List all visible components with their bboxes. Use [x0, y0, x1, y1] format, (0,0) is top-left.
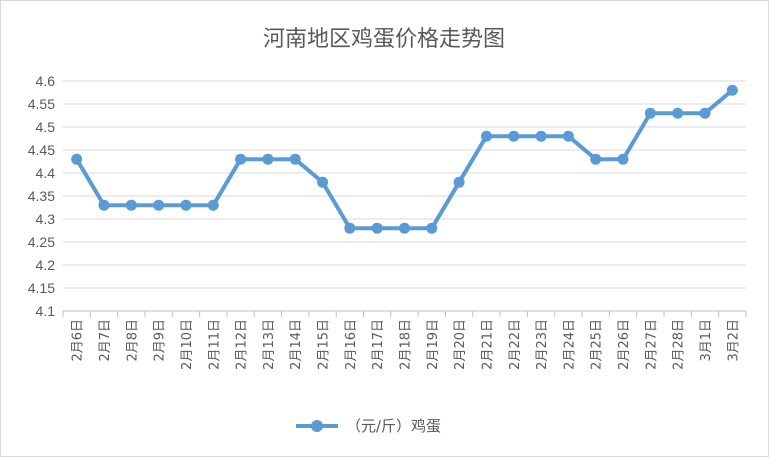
legend-label: （元/斤）鸡蛋 [346, 417, 441, 435]
y-tick-label: 4.25 [28, 234, 55, 250]
y-tick-label: 4.45 [28, 142, 55, 158]
x-tick-label: 2月17日 [371, 319, 386, 370]
x-tick-label: 2月18日 [399, 319, 414, 370]
x-tick-label: 2月28日 [672, 319, 687, 370]
x-tick-label: 2月25日 [590, 319, 605, 370]
y-tick-label: 4.5 [36, 119, 56, 135]
chart-title: 河南地区鸡蛋价格走势图 [263, 27, 505, 52]
data-point[interactable] [726, 84, 738, 96]
x-tick-label: 2月7日 [98, 319, 113, 362]
data-point[interactable] [207, 199, 219, 211]
y-tick-label: 4.4 [36, 165, 56, 181]
data-point[interactable] [180, 199, 192, 211]
x-axis-ticks: 2月6日 2月7日 2月8日 2月9日 2月10日 2月11日 2月12日 2月13日 2月14… [62, 311, 747, 370]
x-tick-label: 2月26日 [617, 319, 632, 370]
y-tick-label: 4.1 [36, 303, 56, 319]
x-tick-label: 2月8日 [125, 319, 140, 362]
x-tick-label: 2月22日 [508, 319, 523, 370]
x-tick-label: 2月27日 [644, 319, 659, 370]
x-tick-label: 2月16日 [344, 319, 359, 370]
data-point[interactable] [153, 199, 165, 211]
data-point[interactable] [399, 222, 410, 234]
data-point[interactable] [289, 153, 301, 165]
x-tick-label: 2月24日 [562, 319, 577, 370]
x-tick-label: 2月9日 [153, 319, 168, 362]
x-tick-label: 2月10日 [180, 319, 195, 370]
legend[interactable]: （元/斤）鸡蛋 [296, 417, 441, 435]
y-tick-label: 4.15 [28, 280, 55, 296]
data-point[interactable] [371, 222, 383, 234]
x-tick-label: 2月20日 [453, 319, 468, 370]
series-line-path [74, 88, 735, 231]
legend-marker-swatch [311, 420, 323, 432]
x-tick-label: 2月15日 [317, 319, 332, 370]
y-tick-label: 4.35 [28, 188, 55, 204]
data-point[interactable] [535, 130, 547, 142]
x-tick-label: 2月13日 [262, 319, 277, 370]
x-tick-label: 2月21日 [480, 319, 495, 370]
x-tick-label: 2月23日 [535, 319, 550, 370]
data-point[interactable] [480, 130, 492, 142]
data-point[interactable] [617, 153, 629, 165]
data-point[interactable] [317, 176, 329, 188]
gridlines [63, 80, 746, 312]
data-point[interactable] [562, 130, 574, 142]
data-point[interactable] [71, 153, 83, 165]
data-point[interactable] [125, 199, 137, 211]
y-tick-label: 4.55 [28, 96, 55, 112]
data-point[interactable] [508, 130, 520, 142]
x-tick-label: 3月1日 [699, 319, 714, 362]
data-point[interactable] [98, 199, 110, 211]
x-tick-label: 2月11日 [207, 319, 222, 370]
data-point[interactable] [235, 153, 247, 165]
y-axis-ticks: 4.1 4.15 4.2 4.25 4.3 4.35 4.4 4.45 4.5 4.55 4.6 [28, 73, 55, 319]
data-point[interactable] [672, 107, 684, 119]
series-line [71, 84, 738, 234]
x-tick-label: 2月19日 [426, 319, 441, 370]
y-tick-label: 4.6 [36, 73, 56, 89]
data-point[interactable] [344, 222, 356, 234]
data-point[interactable] [699, 107, 711, 119]
data-point[interactable] [590, 153, 602, 165]
x-tick-label: 2月6日 [71, 319, 86, 362]
data-point[interactable] [262, 153, 274, 165]
data-point[interactable] [644, 107, 656, 119]
x-tick-label: 2月14日 [289, 319, 304, 370]
y-tick-label: 4.3 [36, 211, 56, 227]
y-tick-label: 4.2 [36, 257, 56, 273]
data-point[interactable] [426, 222, 438, 234]
x-tick-label: 2月12日 [235, 319, 250, 370]
x-tick-label: 3月2日 [726, 319, 741, 362]
data-point[interactable] [453, 176, 465, 188]
